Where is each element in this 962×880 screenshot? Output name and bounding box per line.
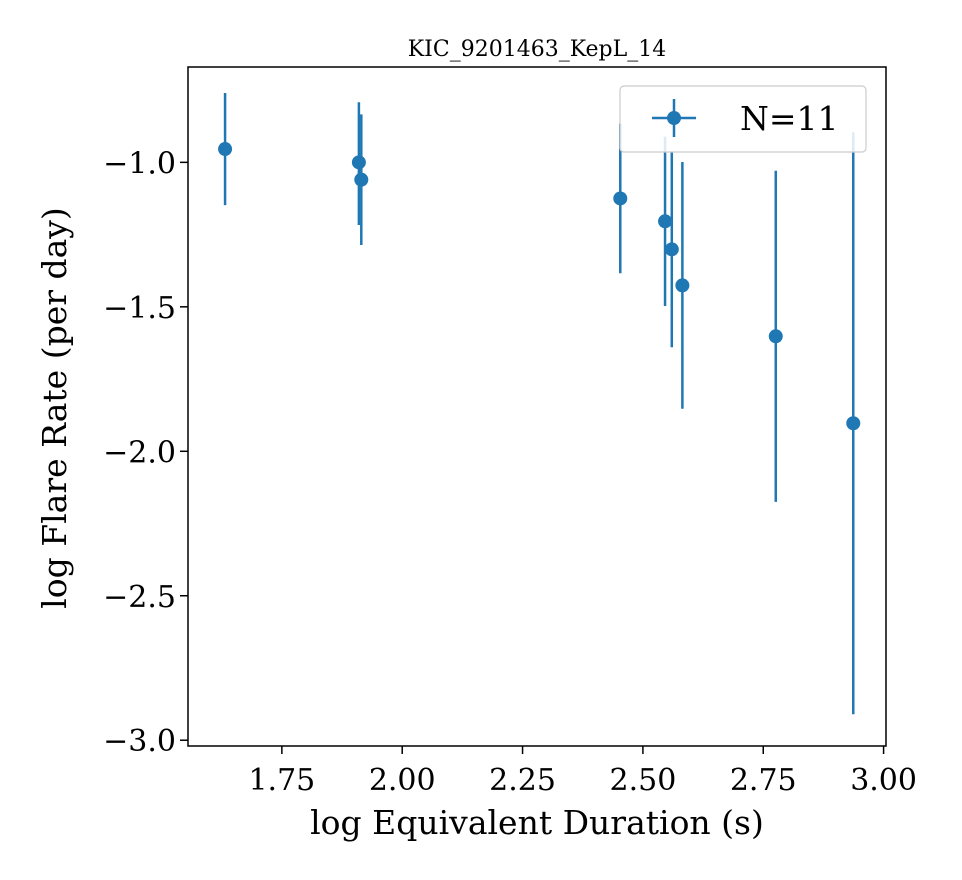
y-tick-label: −1.5	[103, 291, 176, 326]
plot-area	[218, 93, 861, 715]
data-point	[613, 191, 628, 206]
y-axis: −1.0 −1.5 −2.0 −2.5 −3.0	[103, 146, 188, 759]
y-axis-label: log Flare Rate (per day)	[35, 207, 74, 609]
legend-label: N=11	[740, 99, 839, 138]
x-tick-label: 3.00	[850, 763, 917, 798]
legend-box	[619, 85, 867, 153]
x-tick-label: 2.50	[610, 763, 677, 798]
y-tick-label: −2.0	[103, 435, 176, 470]
x-tick-label: 2.00	[369, 763, 436, 798]
data-point	[664, 242, 679, 257]
x-axis-label: log Equivalent Duration (s)	[310, 803, 764, 842]
axes-frame	[187, 66, 887, 747]
x-axis: 1.75 2.00 2.25 2.50 2.75 3.00	[248, 746, 917, 798]
data-point	[354, 172, 369, 187]
y-tick-label: −2.5	[103, 580, 176, 615]
x-tick-label: 1.75	[248, 763, 315, 798]
x-tick-label: 2.25	[489, 763, 556, 798]
legend-marker-point	[667, 111, 681, 125]
data-point	[846, 416, 861, 431]
data-point	[351, 155, 366, 170]
y-tick-label: −1.0	[103, 146, 176, 181]
data-point	[658, 214, 673, 229]
y-tick-label: −3.0	[103, 724, 176, 759]
data-point	[675, 278, 690, 293]
data-point	[218, 142, 233, 157]
chart-title: KIC_9201463_KepL_14	[408, 37, 667, 62]
x-tick-label: 2.75	[730, 763, 797, 798]
legend: N=11	[619, 85, 867, 153]
data-point	[768, 329, 783, 344]
